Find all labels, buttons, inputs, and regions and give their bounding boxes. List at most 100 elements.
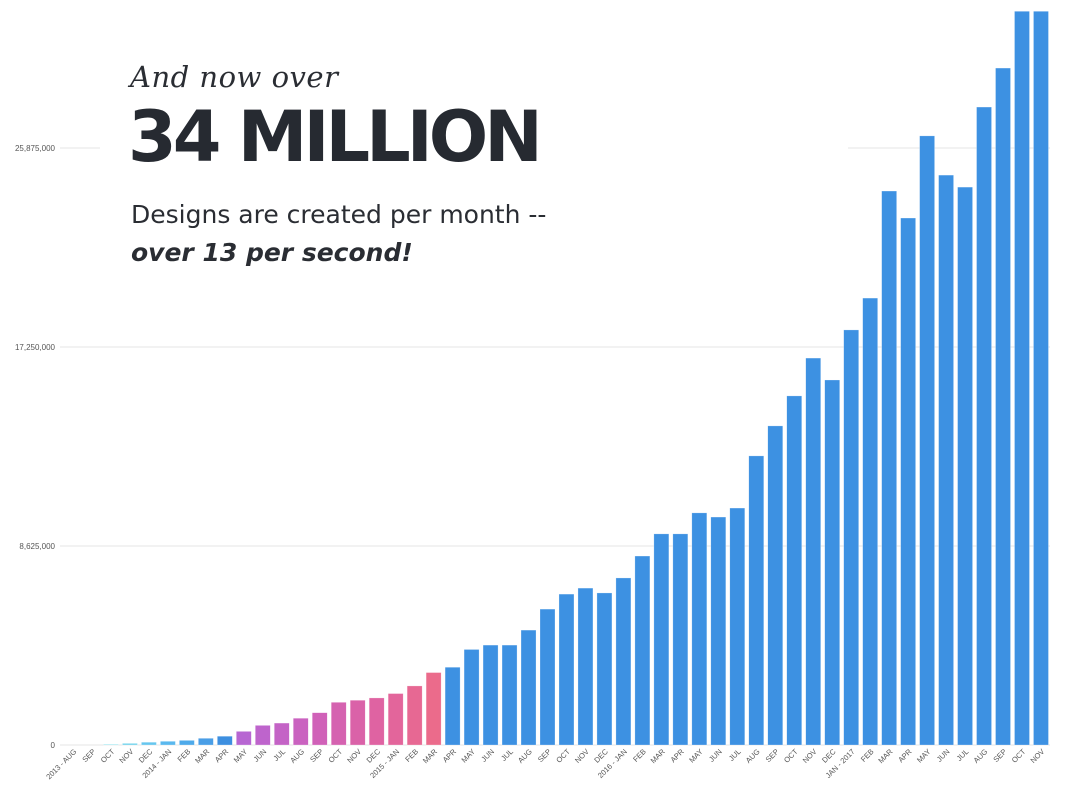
x-tick-label: SEP — [991, 747, 1008, 764]
x-tick-label: AUG — [972, 747, 990, 765]
x-tick-label: JUN — [935, 747, 952, 764]
x-tick-label: FEB — [631, 747, 648, 764]
bar — [198, 738, 214, 746]
x-tick-label: APR — [441, 747, 459, 765]
x-tick-label: SEP — [308, 747, 325, 764]
bar — [938, 174, 954, 746]
bar — [596, 592, 613, 746]
bar — [103, 744, 119, 746]
bar — [615, 577, 632, 746]
x-tick-label: NOV — [1029, 747, 1047, 765]
bar — [160, 741, 176, 746]
bar — [293, 717, 309, 746]
bar — [463, 649, 480, 746]
x-tick-label: OCT — [99, 747, 117, 765]
bar — [672, 533, 689, 746]
bar — [141, 741, 157, 746]
x-tick-label: JUL — [271, 747, 287, 763]
x-tick-label: MAY — [915, 747, 932, 764]
bar — [122, 743, 138, 746]
bar — [1014, 11, 1030, 746]
bar — [900, 217, 916, 746]
bar — [330, 702, 347, 746]
x-tick-label: MAY — [232, 747, 249, 764]
x-tick-label: APR — [213, 747, 231, 765]
y-tick-label: 0 — [51, 741, 56, 750]
bar — [217, 735, 233, 746]
bar — [805, 357, 821, 746]
x-tick-label: MAR — [876, 747, 895, 766]
x-tick-label: JUN — [707, 747, 724, 764]
bar — [520, 629, 537, 746]
x-tick-label: AUG — [288, 747, 306, 765]
x-tick-label: NOV — [117, 747, 135, 765]
y-tick-label: 8,625,000 — [19, 542, 55, 551]
x-tick-label: MAY — [687, 747, 704, 764]
x-tick-label: SEP — [764, 747, 781, 764]
x-tick-label: AUG — [516, 747, 534, 765]
bar — [843, 329, 859, 746]
headline-emphasis: over 13 per second! — [131, 238, 413, 267]
x-tick-label: SEP — [80, 747, 97, 764]
bar — [577, 587, 594, 746]
y-tick-label: 25,875,000 — [15, 144, 56, 153]
bars — [103, 11, 1049, 746]
bar — [653, 533, 670, 746]
bar — [634, 555, 651, 746]
x-tick-label: MAY — [460, 747, 477, 764]
bar — [691, 512, 708, 746]
x-tick-label: JUN — [252, 747, 269, 764]
bar — [539, 608, 556, 746]
x-tick-label: FEB — [859, 747, 876, 764]
bar — [387, 693, 404, 746]
x-tick-label: JUL — [727, 747, 743, 763]
bar — [179, 740, 195, 746]
bar — [444, 666, 461, 746]
bar — [710, 516, 727, 746]
bar — [748, 455, 765, 746]
x-tick-label: APR — [896, 747, 914, 765]
bar — [349, 699, 366, 746]
bar — [957, 186, 973, 746]
x-tick-label: 2013 - AUG — [44, 747, 78, 781]
bar — [255, 725, 271, 746]
x-tick-label: OCT — [782, 747, 800, 765]
x-tick-label: AUG — [744, 747, 762, 765]
y-axis-labels: 0 8,625,000 17,250,000 25,875,000 — [15, 144, 56, 750]
bar — [368, 697, 385, 746]
x-tick-label: JUL — [955, 747, 971, 763]
bar — [501, 644, 518, 746]
bar — [881, 190, 897, 746]
x-tick-label: MAR — [421, 747, 440, 766]
x-tick-label: NOV — [801, 747, 819, 765]
bar — [729, 507, 746, 746]
x-tick-label: NOV — [345, 747, 363, 765]
headline-subtitle: Designs are created per month -- — [131, 200, 547, 229]
headline-big-number: 34 MILLION — [128, 96, 543, 178]
bar — [786, 395, 802, 746]
bar — [862, 297, 878, 746]
bar — [767, 425, 784, 746]
x-tick-label: SEP — [536, 747, 553, 764]
x-tick-label: FEB — [176, 747, 193, 764]
x-tick-label: OCT — [327, 747, 345, 765]
headline-kicker: And now over — [130, 60, 339, 94]
bar — [236, 731, 252, 746]
bar — [558, 593, 575, 746]
headline-panel: And now over 34 MILLION Designs are crea… — [100, 58, 848, 280]
bar — [274, 722, 290, 746]
x-tick-label: FEB — [403, 747, 420, 764]
bar — [425, 672, 442, 746]
x-tick-label: NOV — [573, 747, 591, 765]
x-tick-label: MAR — [193, 747, 212, 766]
bar — [824, 379, 840, 746]
y-tick-label: 17,250,000 — [15, 343, 56, 352]
bar — [976, 106, 992, 746]
bar — [482, 644, 499, 746]
x-tick-label: APR — [669, 747, 687, 765]
x-tick-label: OCT — [1010, 747, 1028, 765]
bar — [995, 67, 1011, 746]
x-tick-label: OCT — [554, 747, 572, 765]
